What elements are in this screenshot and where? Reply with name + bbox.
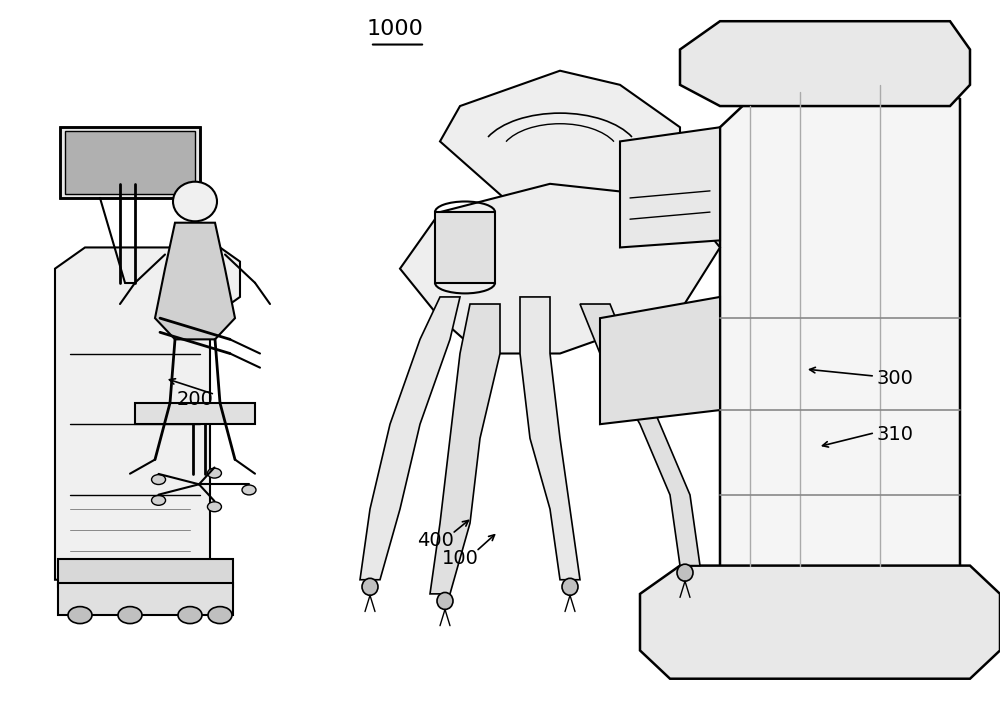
Ellipse shape xyxy=(677,564,693,581)
Text: 200: 200 xyxy=(177,390,213,409)
Polygon shape xyxy=(580,304,700,566)
Polygon shape xyxy=(155,223,235,339)
Bar xyxy=(435,212,495,283)
Ellipse shape xyxy=(562,578,578,595)
Ellipse shape xyxy=(208,607,232,624)
Bar xyxy=(58,559,233,587)
Ellipse shape xyxy=(68,607,92,624)
Polygon shape xyxy=(720,71,960,650)
Ellipse shape xyxy=(152,474,166,484)
Text: 100: 100 xyxy=(442,549,478,568)
Ellipse shape xyxy=(362,578,378,595)
Ellipse shape xyxy=(207,502,221,512)
Ellipse shape xyxy=(242,485,256,495)
Polygon shape xyxy=(600,297,720,424)
Polygon shape xyxy=(135,403,255,424)
Polygon shape xyxy=(55,247,240,580)
Ellipse shape xyxy=(178,607,202,624)
Bar xyxy=(58,583,233,615)
Ellipse shape xyxy=(207,468,221,478)
Polygon shape xyxy=(360,297,460,580)
Text: 300: 300 xyxy=(877,369,913,387)
Bar xyxy=(60,127,200,198)
Polygon shape xyxy=(400,184,720,354)
Polygon shape xyxy=(680,21,970,106)
Ellipse shape xyxy=(173,182,217,221)
Bar xyxy=(65,131,195,194)
Ellipse shape xyxy=(437,592,453,609)
Polygon shape xyxy=(430,304,500,594)
Ellipse shape xyxy=(118,607,142,624)
Polygon shape xyxy=(640,566,1000,679)
Text: 310: 310 xyxy=(876,426,914,444)
Polygon shape xyxy=(620,127,720,247)
Text: 1000: 1000 xyxy=(367,19,423,39)
Text: 400: 400 xyxy=(417,532,453,550)
Ellipse shape xyxy=(152,496,166,506)
Bar xyxy=(60,127,200,198)
Polygon shape xyxy=(520,297,580,580)
Polygon shape xyxy=(440,71,680,212)
